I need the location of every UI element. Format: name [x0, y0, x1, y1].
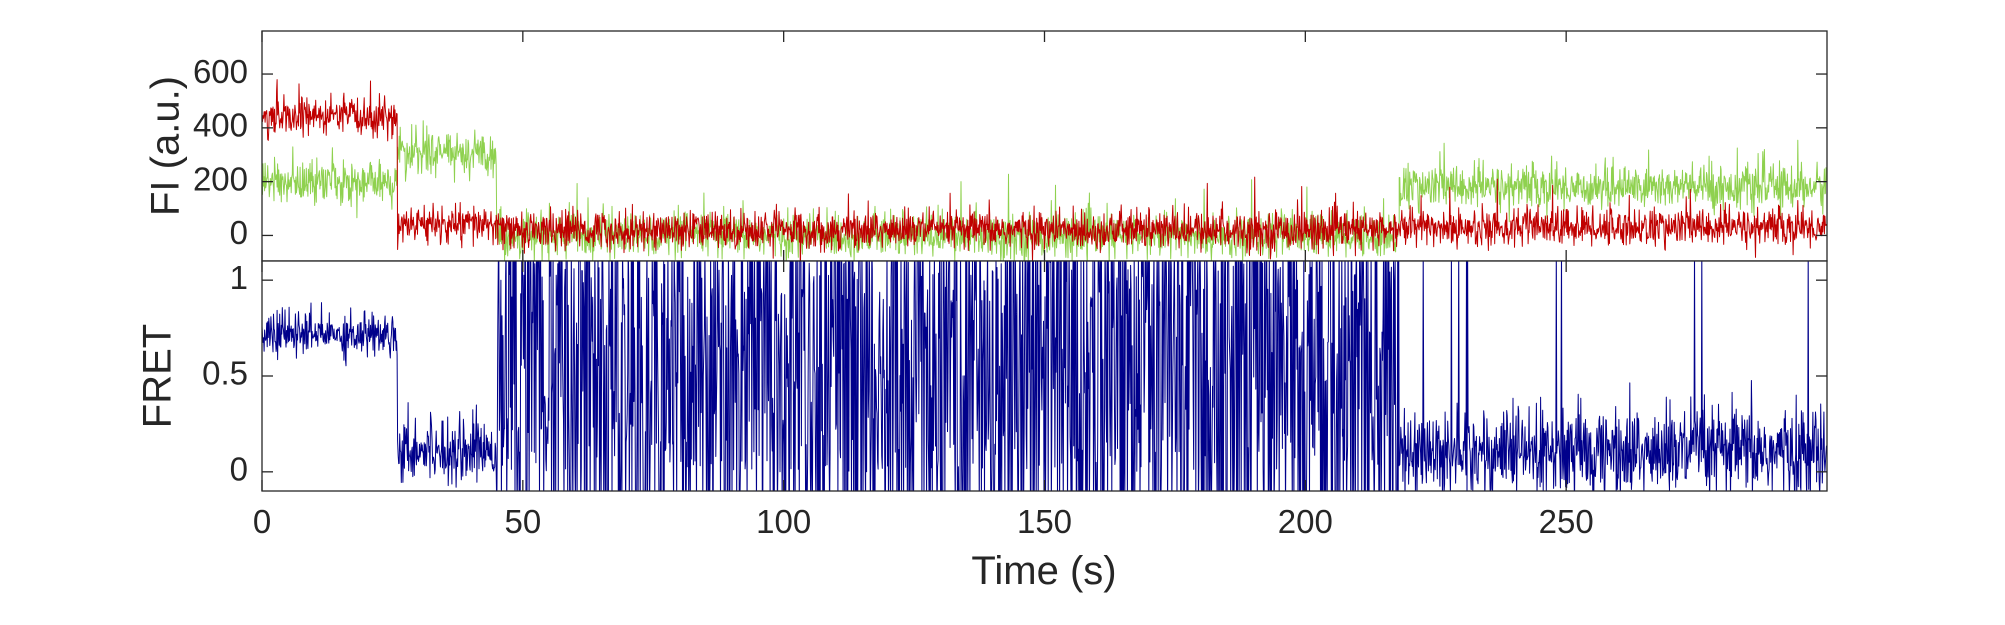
y-tick-label: 1: [230, 259, 248, 296]
x-tick-label: 0: [253, 503, 271, 540]
x-tick-label: 150: [1017, 503, 1072, 540]
y-tick-label: 0: [230, 451, 248, 488]
fret-panel: 0 0.5 1 0 50 100 150 200 250 FRET Time (s): [136, 259, 1828, 593]
y-tick-label: 0: [230, 214, 248, 251]
x-tick-label: 100: [756, 503, 811, 540]
y-tick-label: 600: [193, 53, 248, 90]
y-tick-label: 400: [193, 107, 248, 144]
x-tick-label: 250: [1539, 503, 1594, 540]
fret-axes-box: [261, 260, 1828, 492]
fluorescence-y-axis-title: FI (a.u.): [144, 76, 188, 216]
series-line-acceptor: [262, 79, 1827, 261]
fret-ticks: 0 0.5 1 0 50 100 150 200 250: [202, 259, 1827, 540]
y-tick-label: 0.5: [202, 355, 248, 392]
fluorescence-series-group: [262, 79, 1827, 261]
fret-y-axis-title: FRET: [136, 324, 180, 428]
x-axis-title: Time (s): [971, 549, 1116, 593]
y-tick-label: 200: [193, 160, 248, 197]
fluorescence-panel: 0 200 400 600 FI (a.u.): [144, 30, 1828, 262]
x-tick-label: 50: [504, 503, 541, 540]
x-tick-label: 200: [1278, 503, 1333, 540]
fluorescence-ticks: 0 200 400 600: [193, 31, 1827, 261]
